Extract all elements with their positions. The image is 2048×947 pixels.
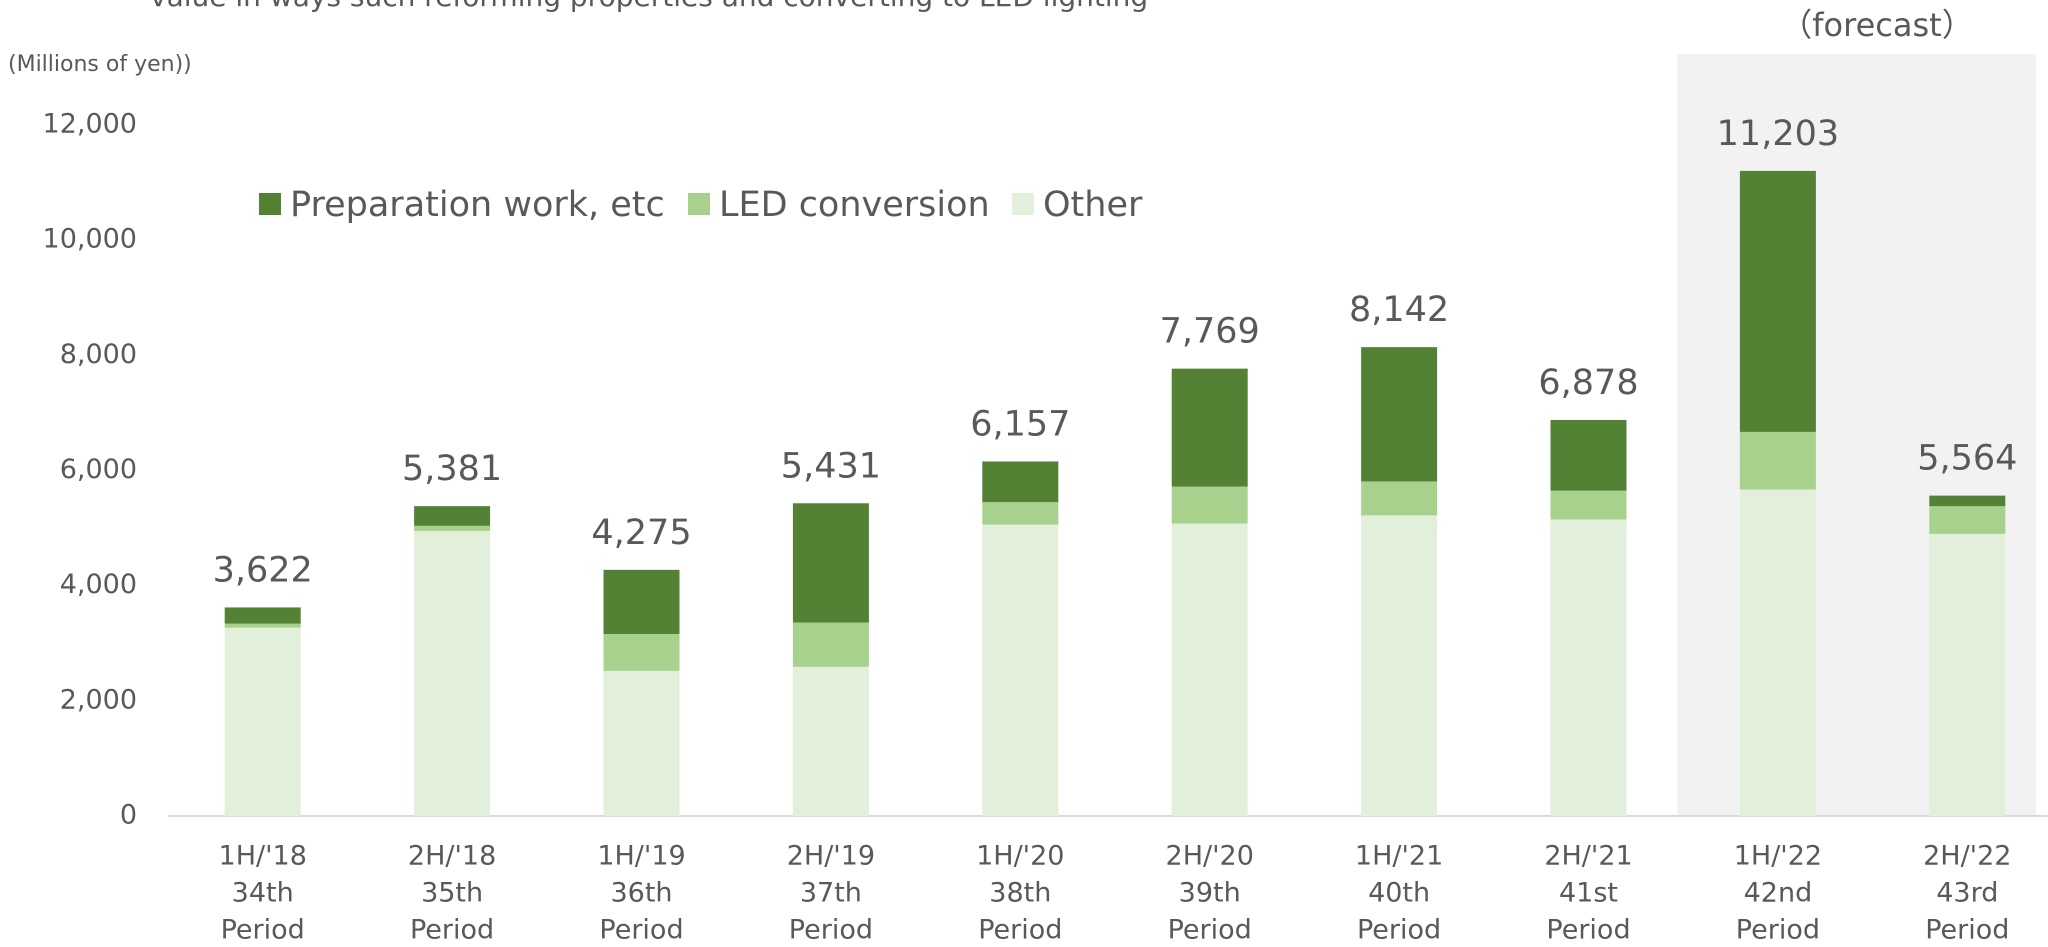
bar-segment bbox=[224, 623, 301, 628]
bar-segment bbox=[792, 503, 869, 623]
x-tick-label: Period bbox=[1736, 915, 1820, 946]
bar-segment bbox=[603, 569, 680, 635]
bar-segment bbox=[1550, 419, 1627, 491]
total-label: 7,769 bbox=[1160, 312, 1260, 352]
x-tick-label: 43rd bbox=[1936, 878, 1998, 909]
bar-segment bbox=[414, 525, 491, 531]
x-tick-label: Period bbox=[599, 915, 683, 946]
x-tick-label: 38th bbox=[989, 878, 1051, 909]
total-label: 3,622 bbox=[213, 550, 313, 590]
x-tick-label: 37th bbox=[800, 878, 862, 909]
bar-segment bbox=[1550, 490, 1627, 520]
bar-segment bbox=[1361, 347, 1438, 482]
bar-segment bbox=[1171, 486, 1248, 524]
bar-segment bbox=[414, 506, 491, 526]
y-axis-label: (Millions of yen)) bbox=[8, 52, 192, 77]
x-tick-label: Period bbox=[1357, 915, 1441, 946]
bar-segment bbox=[1550, 519, 1627, 816]
total-label: 5,564 bbox=[1917, 439, 2017, 479]
x-tick-label: 40th bbox=[1368, 878, 1430, 909]
total-label: 6,157 bbox=[970, 404, 1070, 444]
total-label: 8,142 bbox=[1349, 290, 1449, 330]
bar-segment bbox=[1361, 481, 1438, 516]
bar-segment bbox=[1739, 170, 1816, 432]
bar-segment bbox=[224, 607, 301, 624]
bar-segment bbox=[414, 530, 491, 816]
x-tick-label: 1H/'20 bbox=[976, 841, 1064, 872]
legend-label: Preparation work, etc bbox=[290, 185, 665, 225]
bar-segment bbox=[1929, 506, 2006, 534]
x-tick-label: 36th bbox=[610, 878, 672, 909]
bar-segment bbox=[1929, 495, 2006, 507]
bar-segment bbox=[982, 461, 1059, 503]
x-tick-label: Period bbox=[410, 915, 494, 946]
legend-swatch bbox=[688, 193, 710, 215]
bar-segment bbox=[982, 502, 1059, 525]
x-tick-label: 1H/'19 bbox=[597, 841, 685, 872]
x-tick-label: 2H/'20 bbox=[1166, 841, 1254, 872]
y-tick-label: 0 bbox=[120, 800, 137, 831]
x-tick-label: Period bbox=[978, 915, 1062, 946]
total-label: 11,203 bbox=[1717, 114, 1839, 154]
x-tick-label: 41st bbox=[1559, 878, 1618, 909]
x-tick-label: 34th bbox=[232, 878, 294, 909]
x-tick-label: Period bbox=[1168, 915, 1252, 946]
legend-swatch bbox=[259, 193, 281, 215]
bar-segment bbox=[982, 524, 1059, 816]
x-tick-label: 2H/'19 bbox=[787, 841, 875, 872]
y-tick-label: 8,000 bbox=[60, 339, 137, 370]
x-tick-label: Period bbox=[789, 915, 873, 946]
bar-segment bbox=[1739, 489, 1816, 816]
y-tick-label: 2,000 bbox=[60, 684, 137, 715]
bar-segment bbox=[603, 670, 680, 816]
legend-swatch bbox=[1012, 193, 1034, 215]
x-tick-label: 35th bbox=[421, 878, 483, 909]
forecast-label: （forecast） bbox=[1780, 6, 1973, 44]
x-tick-label: 2H/'21 bbox=[1544, 841, 1632, 872]
legend-label: Other bbox=[1043, 185, 1143, 225]
total-label: 5,381 bbox=[402, 449, 502, 489]
x-tick-label: 2H/'18 bbox=[408, 841, 496, 872]
bar-segment bbox=[792, 666, 869, 816]
x-tick-label: 2H/'22 bbox=[1923, 841, 2011, 872]
subtitle: value in ways such reforming properties … bbox=[150, 0, 1148, 13]
x-tick-label: Period bbox=[1546, 915, 1630, 946]
bar-segment bbox=[792, 622, 869, 667]
y-tick-label: 6,000 bbox=[60, 454, 137, 485]
x-tick-label: Period bbox=[1925, 915, 2009, 946]
x-tick-label: Period bbox=[221, 915, 305, 946]
bar-segment bbox=[1739, 431, 1816, 490]
bar-segment bbox=[1171, 368, 1248, 487]
x-tick-label: 39th bbox=[1179, 878, 1241, 909]
y-tick-label: 12,000 bbox=[43, 109, 137, 140]
bar-segment bbox=[603, 634, 680, 671]
bar-segment bbox=[1361, 515, 1438, 816]
x-tick-label: 1H/'18 bbox=[219, 841, 307, 872]
x-tick-label: 1H/'22 bbox=[1734, 841, 1822, 872]
bar-segment bbox=[1171, 523, 1248, 816]
x-tick-label: 42nd bbox=[1744, 878, 1813, 909]
legend-label: LED conversion bbox=[719, 185, 990, 225]
total-label: 4,275 bbox=[591, 513, 691, 553]
total-label: 5,431 bbox=[781, 446, 881, 486]
bar-segment bbox=[224, 627, 301, 816]
bar-segment bbox=[1929, 533, 2006, 816]
y-tick-label: 4,000 bbox=[60, 569, 137, 600]
total-label: 6,878 bbox=[1538, 363, 1638, 403]
x-tick-label: 1H/'21 bbox=[1355, 841, 1443, 872]
y-tick-label: 10,000 bbox=[43, 224, 137, 255]
